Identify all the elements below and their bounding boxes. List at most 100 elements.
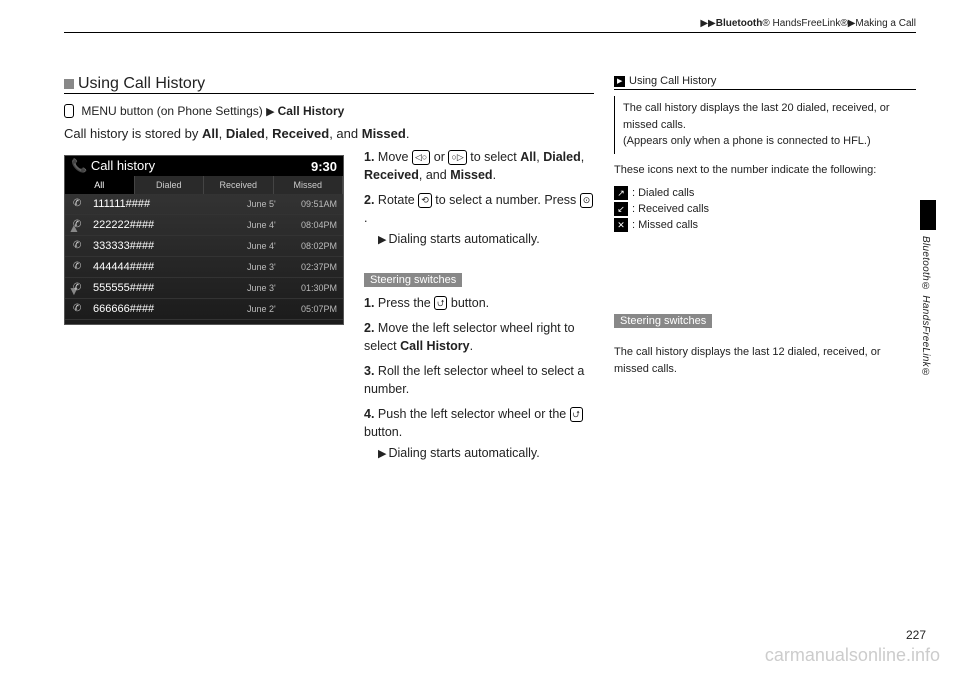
- screen-row: ✆ 444444#### June 3' 02:37PM: [65, 257, 343, 278]
- row-time: 08:02PM: [293, 241, 337, 251]
- subB: Dialing starts automatically.: [388, 446, 539, 460]
- call-icon: ✆: [73, 303, 85, 315]
- menu-prefix: MENU button (on Phone Settings): [81, 104, 262, 118]
- intro-line: Call history is stored by All, Dialed, R…: [64, 126, 594, 141]
- s1d: Dialed: [543, 150, 581, 164]
- left-dial-icon: ◁○: [412, 150, 430, 165]
- s1p: .: [493, 168, 496, 182]
- intro-h: Missed: [362, 126, 406, 141]
- s2c: .: [364, 211, 367, 225]
- step-2-sub: ▶Dialing starts automatically.: [364, 231, 594, 249]
- screen-tab: Dialed: [135, 176, 205, 194]
- sstep-3: 3. Roll the left selector wheel to selec…: [364, 363, 594, 398]
- talk-button-icon: ⮍: [434, 296, 447, 311]
- received-icon: ↙: [614, 202, 628, 216]
- s1and: , and: [419, 168, 450, 182]
- breadcrumb-part1: Bluetooth: [716, 18, 763, 29]
- right-box-2: The call history displays the last 12 di…: [614, 344, 916, 377]
- screen-tab: Missed: [274, 176, 344, 194]
- breadcrumb-tri-2: ▶: [708, 18, 716, 29]
- press-dial-icon: ⊙: [580, 193, 594, 208]
- side-tab-block: [920, 200, 936, 230]
- step-2: 2. Rotate ⟲ to select a number. Press ⊙.…: [364, 192, 594, 249]
- rbox1a: The call history displays the last 20 di…: [623, 100, 916, 133]
- talk-button-icon: ⮍: [570, 407, 583, 422]
- section-square-icon: [64, 79, 74, 89]
- row-number: 555555####: [93, 282, 247, 294]
- steps-main: 1. Move ◁○ or ○▷ to select All, Dialed, …: [364, 149, 594, 249]
- rotate-dial-icon: ⟲: [418, 193, 432, 208]
- s1a: Move: [378, 150, 412, 164]
- s1all: All: [520, 150, 536, 164]
- s2a: Rotate: [378, 193, 418, 207]
- intro-a: Call history is stored by: [64, 126, 202, 141]
- s1c: to select: [467, 150, 521, 164]
- call-icon: ✆: [73, 198, 85, 210]
- step-1: 1. Move ◁○ or ○▷ to select All, Dialed, …: [364, 149, 594, 184]
- missed-icon: ✕: [614, 218, 628, 232]
- intro-b: All: [202, 126, 219, 141]
- screen-row: ✆ 666666#### June 2' 05:07PM: [65, 299, 343, 320]
- menu-button-icon: [64, 104, 74, 118]
- breadcrumb: ▶▶Bluetooth® HandsFreeLink®▶Making a Cal…: [64, 18, 916, 33]
- breadcrumb-tri-1: ▶: [700, 18, 708, 29]
- call-icon: ✆: [73, 219, 85, 231]
- right-dial-icon: ○▷: [448, 150, 466, 165]
- call-icon: ✆: [73, 282, 85, 294]
- intro-f: Received: [272, 126, 329, 141]
- intro-d: Dialed: [226, 126, 265, 141]
- screen-row: ✆ 333333#### June 4' 08:02PM: [65, 236, 343, 257]
- row-number: 222222####: [93, 219, 247, 231]
- screen-title: Call history: [91, 158, 155, 173]
- row-date: June 4': [247, 241, 293, 251]
- row-time: 08:04PM: [293, 220, 337, 230]
- side-tab-label: Bluetooth® HandsFreeLink®: [920, 236, 931, 378]
- row-time: 01:30PM: [293, 283, 337, 293]
- sstep-4: 4. Push the left selector wheel or the ⮍…: [364, 406, 594, 463]
- legend-missed: ✕: Missed calls: [614, 218, 916, 232]
- right-box-1: The call history displays the last 20 di…: [614, 96, 916, 154]
- sstep-2: 2. Move the left selector wheel right to…: [364, 320, 594, 355]
- rbox1b: (Appears only when a phone is connected …: [623, 133, 916, 150]
- sstep-4-sub: ▶Dialing starts automatically.: [364, 445, 594, 463]
- screen-tab: All: [65, 176, 135, 194]
- steps-steering: 1. Press the ⮍ button. 2. Move the left …: [364, 295, 594, 463]
- section-title: Using Call History: [78, 75, 205, 93]
- s1m: Missed: [450, 168, 492, 182]
- steering-switches-tag: Steering switches: [364, 273, 462, 287]
- right-intro2: These icons next to the number indicate …: [614, 162, 916, 179]
- right-heading-text: Using Call History: [629, 75, 716, 87]
- right-heading: Using Call History: [614, 75, 916, 90]
- menu-path: MENU button (on Phone Settings) ▶ Call H…: [64, 104, 594, 118]
- b2p: .: [470, 339, 473, 353]
- intro-g: , and: [329, 126, 362, 141]
- legend-received-label: : Received calls: [632, 203, 709, 215]
- row-date: June 5': [247, 199, 293, 209]
- s2b: to select a number. Press: [432, 193, 580, 207]
- b1b: button.: [447, 296, 489, 310]
- b3: Roll the left selector wheel to select a…: [364, 364, 584, 396]
- side-tab: Bluetooth® HandsFreeLink®: [920, 200, 936, 460]
- row-time: 05:07PM: [293, 304, 337, 314]
- b4b: button.: [364, 425, 402, 439]
- row-date: June 4': [247, 220, 293, 230]
- intro-c: ,: [219, 126, 226, 141]
- watermark: carmanualsonline.info: [765, 645, 940, 666]
- breadcrumb-part2: ® HandsFreeLink®: [762, 18, 847, 29]
- b4a: Push the left selector wheel or the: [378, 407, 570, 421]
- menu-tri: ▶: [266, 106, 278, 118]
- b2t: Call History: [400, 339, 469, 353]
- legend-dialed: ↗: Dialed calls: [614, 186, 916, 200]
- screen-row: ✆ 555555#### June 3' 01:30PM: [65, 278, 343, 299]
- row-number: 333333####: [93, 240, 247, 252]
- row-number: 666666####: [93, 303, 247, 315]
- row-date: June 2': [247, 304, 293, 314]
- screen-row: ✆ 111111#### June 5' 09:51AM: [65, 194, 343, 215]
- section-header: Using Call History: [64, 75, 594, 94]
- right-steering-tag: Steering switches: [614, 314, 712, 328]
- call-icon: ✆: [73, 261, 85, 273]
- row-time: 02:37PM: [293, 262, 337, 272]
- screen-row: ✆ 222222#### June 4' 08:04PM: [65, 215, 343, 236]
- row-number: 444444####: [93, 261, 247, 273]
- s1r: Received: [364, 168, 419, 182]
